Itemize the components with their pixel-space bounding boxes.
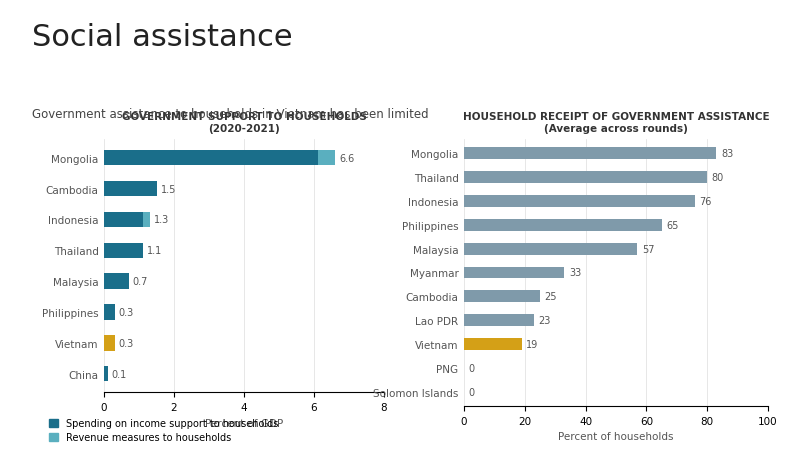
Text: 0.3: 0.3: [118, 307, 134, 318]
Text: 1.1: 1.1: [146, 246, 162, 256]
Bar: [104, 212, 142, 228]
Bar: [464, 338, 522, 350]
Bar: [464, 267, 564, 279]
Text: Social assistance: Social assistance: [32, 23, 293, 51]
Text: 6.6: 6.6: [339, 153, 354, 163]
X-axis label: Percent of GDP: Percent of GDP: [205, 418, 283, 428]
Bar: [104, 336, 114, 351]
Text: 0: 0: [469, 363, 474, 373]
Text: 83: 83: [721, 149, 733, 159]
Bar: [464, 291, 540, 303]
Bar: [464, 243, 638, 255]
Bar: [142, 212, 150, 228]
Text: Government assistance to households in Vietnam has been limited: Government assistance to households in V…: [32, 108, 429, 121]
Text: 57: 57: [642, 244, 654, 254]
Bar: [464, 148, 716, 160]
Text: 19: 19: [526, 339, 538, 349]
Bar: [464, 172, 707, 184]
Text: 0.1: 0.1: [112, 369, 127, 379]
Bar: [464, 219, 662, 231]
Title: GOVERNMENT SUPPORT TO HOUSEHOLDS
(2020-2021): GOVERNMENT SUPPORT TO HOUSEHOLDS (2020-2…: [122, 112, 366, 133]
Title: HOUSEHOLD RECEIPT OF GOVERNMENT ASSISTANCE
(Average across rounds): HOUSEHOLD RECEIPT OF GOVERNMENT ASSISTAN…: [462, 112, 770, 133]
Text: 33: 33: [569, 268, 581, 278]
Text: 80: 80: [712, 173, 724, 183]
Bar: [318, 151, 335, 166]
Text: 0: 0: [469, 387, 474, 396]
Bar: [104, 181, 157, 197]
Text: 1.3: 1.3: [154, 215, 169, 225]
X-axis label: Percent of households: Percent of households: [558, 431, 674, 441]
Legend: Spending on income support to households, Revenue measures to households: Spending on income support to households…: [45, 414, 282, 446]
Text: 25: 25: [545, 292, 557, 302]
Bar: [104, 304, 114, 320]
Text: 65: 65: [666, 221, 678, 230]
Text: 1.5: 1.5: [161, 184, 176, 194]
Bar: [104, 366, 107, 382]
Text: 23: 23: [538, 315, 551, 325]
Bar: [464, 196, 695, 207]
Bar: [464, 314, 534, 327]
Bar: [104, 151, 318, 166]
Bar: [104, 243, 142, 258]
Text: 76: 76: [699, 197, 712, 207]
Bar: [104, 274, 129, 289]
Text: 0.7: 0.7: [133, 276, 148, 286]
Text: 0.3: 0.3: [118, 338, 134, 348]
